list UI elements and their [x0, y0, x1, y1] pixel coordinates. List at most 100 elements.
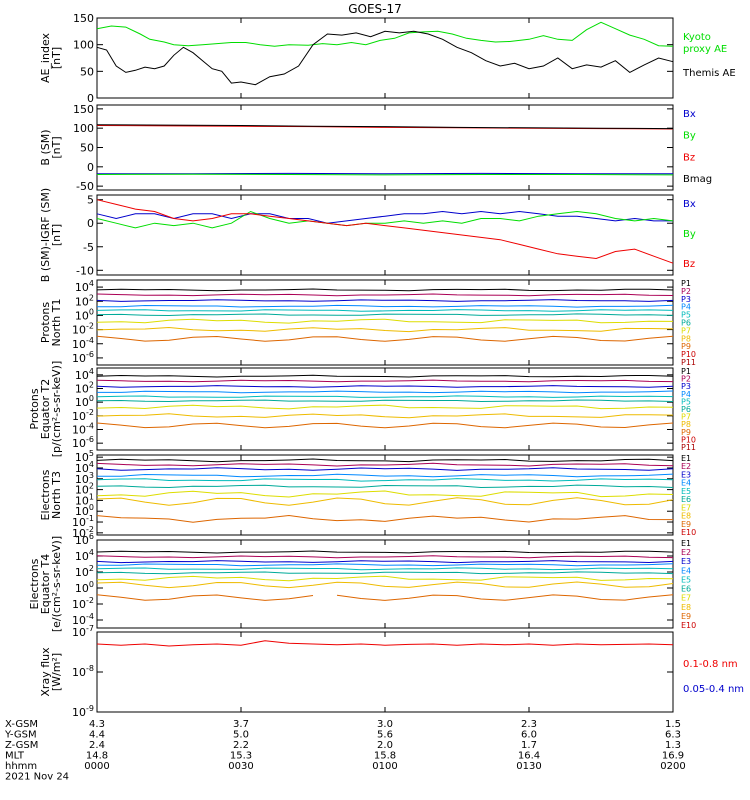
- x-axis-value: 0000: [84, 761, 109, 772]
- legend-entry: E7: [681, 503, 691, 512]
- series-line-bz: [96, 199, 674, 264]
- y-tick-label: 150: [73, 12, 94, 25]
- x-axis-value: 4.4: [89, 730, 105, 741]
- y-tick-label: 10-2: [72, 596, 94, 611]
- y-axis-label: Protons: [28, 388, 41, 429]
- legend-entry: P7: [681, 326, 691, 335]
- legend-entry: Bmag: [683, 174, 712, 185]
- x-axis-value: 5.0: [233, 730, 249, 741]
- y-tick-label: 100: [73, 39, 94, 52]
- x-axis-value: 3.7: [233, 719, 249, 730]
- legend-entry: Bz: [683, 259, 695, 270]
- channel-trace: [96, 413, 674, 419]
- y-axis-label: Equator T4: [39, 554, 52, 614]
- x-axis-value: 0100: [372, 761, 397, 772]
- channel-trace: [97, 563, 674, 567]
- y-tick-label: 10-6: [72, 435, 94, 450]
- channel-trace: [96, 318, 674, 324]
- series-line-by: [96, 173, 674, 176]
- x-axis-value: 15.3: [230, 751, 252, 762]
- channel-trace: [96, 309, 674, 312]
- channel-trace: [96, 458, 674, 463]
- legend-entry: P5: [681, 311, 691, 320]
- channel-trace: [96, 293, 674, 297]
- channel-trace: [96, 335, 674, 342]
- legend-entry: P3: [681, 382, 691, 391]
- y-tick-label: 104: [75, 279, 94, 294]
- channel-trace: [96, 404, 674, 410]
- legend-entry: E10: [681, 528, 696, 537]
- panel-frame: [96, 539, 674, 629]
- panel-frame: [96, 454, 674, 536]
- legend-entry: P1: [681, 279, 691, 288]
- y-axis-label: Electrons: [39, 469, 52, 520]
- x-axis-value: 1.7: [521, 740, 537, 751]
- legend-entry: E10: [681, 621, 696, 630]
- y-axis-label: [nT]: [50, 224, 63, 246]
- legend-entry: Bx: [683, 199, 696, 210]
- legend-entry: P11: [681, 358, 696, 367]
- legend-entry: P7: [681, 413, 691, 422]
- x-axis-value: 2.2: [233, 740, 249, 751]
- channel-trace: [96, 594, 314, 601]
- x-axis-value: 14.8: [86, 751, 108, 762]
- y-tick-label: 102: [75, 482, 94, 497]
- series-line-by: [96, 210, 674, 229]
- x-axis-row-label: Y-GSM: [4, 730, 37, 741]
- legend-entry: E4: [681, 566, 691, 575]
- x-axis-value: 2.0: [377, 740, 393, 751]
- legend-entry: E6: [681, 495, 691, 504]
- legend-entry: P10: [681, 350, 696, 359]
- legend-entry: By: [683, 229, 696, 240]
- channel-trace: [96, 567, 674, 571]
- x-axis-row-label: hhmm: [5, 761, 37, 772]
- channel-trace: [96, 374, 674, 378]
- legend-entry: Bx: [683, 109, 696, 120]
- y-tick-label: 102: [75, 293, 94, 308]
- legend-entry: P2: [681, 375, 691, 384]
- x-axis-value: 2.3: [521, 719, 537, 730]
- y-tick-label: 100: [75, 307, 94, 322]
- x-axis-value: 6.0: [521, 730, 537, 741]
- channel-trace: [96, 575, 674, 582]
- legend-entry: By: [683, 131, 696, 142]
- legend-entry: P2: [681, 287, 691, 296]
- channel-trace: [96, 299, 674, 302]
- y-axis-label: B (SM)-IGRF (SM): [39, 188, 52, 282]
- legend-entry: P8: [681, 420, 691, 429]
- channel-trace: [96, 555, 674, 559]
- y-tick-label: 100: [75, 394, 94, 409]
- panel-frame: [96, 104, 674, 191]
- legend-entry: proxy AE: [683, 44, 727, 55]
- channel-trace: [96, 385, 674, 388]
- x-axis-row-label: MLT: [5, 751, 25, 762]
- y-tick-label: 104: [75, 367, 94, 382]
- x-axis-row-label: X-GSM: [5, 719, 38, 730]
- x-axis-value: 3.0: [377, 719, 393, 730]
- y-tick-label: -5: [83, 241, 94, 254]
- legend-entry: Bz: [683, 152, 695, 163]
- panel-frame: [96, 279, 674, 366]
- y-tick-label: 100: [75, 503, 94, 518]
- legend-entry: E3: [681, 557, 691, 566]
- x-axis-value: 4.3: [89, 719, 105, 730]
- channel-trace: [96, 581, 674, 589]
- legend-entry: Themis AE: [682, 68, 736, 79]
- x-axis-table: X-GSM 4.3 3.7 3.0 2.3 1.5 Y-GSM 4.4 5.0 5.6 6.0 6.3…: [4, 719, 686, 783]
- x-axis-value: 2.4: [89, 740, 105, 751]
- y-axis-label: Protons: [39, 302, 52, 343]
- channel-trace: [96, 484, 674, 489]
- y-tick-label: 10-4: [72, 336, 94, 351]
- x-axis-value: 0200: [660, 761, 685, 772]
- legend-entry: P9: [681, 428, 691, 437]
- y-tick-label: 104: [75, 548, 94, 563]
- legend-entry: E6: [681, 585, 691, 594]
- y-tick-label: -50: [76, 180, 94, 193]
- channel-trace: [96, 399, 674, 403]
- channel-trace: [96, 462, 674, 467]
- series-line-bx: [96, 210, 673, 224]
- y-axis-label: [e/(cm²-s-sr-keV)]: [50, 536, 63, 632]
